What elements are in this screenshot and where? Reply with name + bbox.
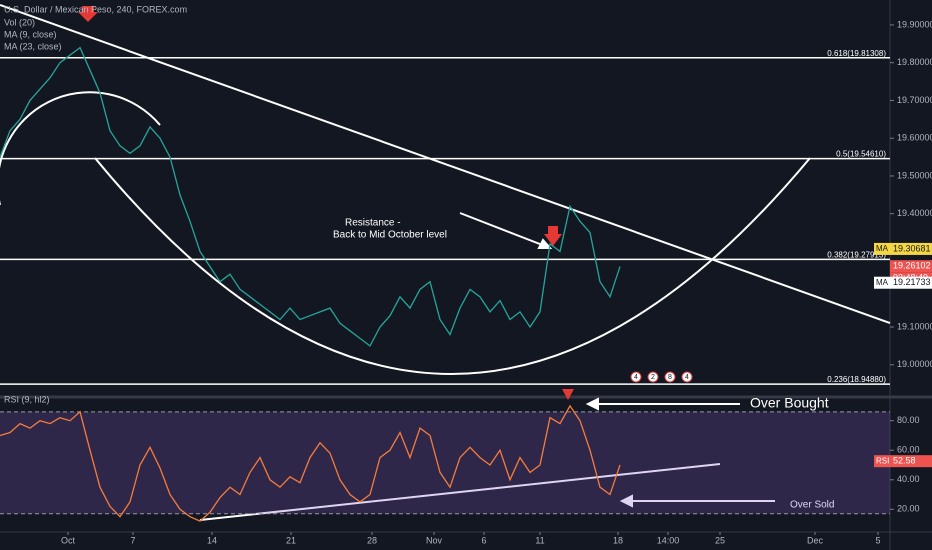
y-tick-label: 19.10000	[897, 321, 932, 331]
y-tick-label: 20.00	[897, 504, 920, 514]
x-tick-label: Nov	[426, 535, 443, 545]
y-tick-label: 19.80000	[897, 57, 932, 67]
tag-prefix-box	[874, 276, 890, 289]
tag-prefix: MA	[876, 244, 889, 253]
y-tick-label: 19.00000	[897, 359, 932, 369]
rsi-band	[0, 411, 890, 514]
x-tick-label: 28	[367, 535, 377, 545]
price-tag	[890, 276, 932, 289]
price-tag-label: 52.58	[893, 456, 916, 466]
annotation: Over Sold	[790, 500, 834, 511]
indicator: MA (23, close)	[4, 41, 62, 51]
price-line	[0, 404, 621, 522]
fib-label: 0.618(19.81308)	[827, 49, 886, 58]
trend-line	[199, 463, 721, 521]
x-tick-label: 14	[207, 535, 217, 545]
fib-label: 0.236(18.94880)	[827, 375, 886, 384]
y-tick-label: 19.90000	[897, 19, 932, 29]
tag-prefix: RSI	[876, 456, 889, 465]
event-label: 4	[685, 374, 689, 381]
x-tick-label: Oct	[61, 535, 76, 545]
price-line	[0, 46, 621, 347]
event-label: 8	[668, 374, 672, 381]
arc	[94, 157, 811, 375]
y-tick-label: 19.40000	[897, 208, 932, 218]
x-tick-label: 18	[613, 535, 623, 545]
price-tag-label: 19.21733	[893, 277, 931, 287]
x-tick-label: 6	[481, 535, 486, 545]
x-tick-label: 14:00	[657, 535, 680, 545]
y-tick-label: 40.00	[897, 474, 920, 484]
x-tick-label: 21	[286, 535, 296, 545]
x-tick-label: Dec	[807, 535, 824, 545]
x-tick-label: 5	[875, 535, 880, 545]
event-icon	[681, 371, 693, 383]
fib-label: 0.5(19.54610)	[836, 150, 886, 159]
price-tag	[890, 260, 932, 273]
arrows	[459, 212, 775, 508]
signal-markers	[78, 6, 574, 400]
y-tick-label: 19.50000	[897, 170, 932, 180]
event-icon	[664, 371, 676, 383]
price-tag-label: 19.26102	[893, 261, 931, 271]
annotation: Over Bought	[750, 395, 829, 411]
event-icon	[630, 371, 642, 383]
arc	[0, 91, 161, 205]
annotation: Resistance -	[345, 218, 401, 229]
tag-prefix-box	[874, 455, 890, 468]
event-label: 4	[634, 374, 638, 381]
y-tick-label: 80.00	[897, 415, 920, 425]
indicator: Vol (20)	[4, 17, 35, 27]
price-tag	[890, 455, 932, 468]
annotation: Back to Mid October level	[333, 230, 447, 241]
event-icon	[647, 371, 659, 383]
price-tag	[890, 242, 932, 255]
y-tick-label: 19.70000	[897, 95, 932, 105]
price-tag-label: 19.30681	[893, 243, 931, 253]
tag-prefix: MA	[876, 278, 889, 287]
indicator: RSI (9, hl2)	[4, 394, 50, 404]
tag-prefix-box	[874, 242, 890, 255]
header-title: U.S. Dollar / Mexican Peso, 240, FOREX.c…	[4, 4, 187, 14]
x-tick-label: 7	[130, 535, 135, 545]
y-tick-label: 60.00	[897, 445, 920, 455]
fib-label: 0.382(19.27913)	[827, 250, 886, 259]
event-label: 2	[651, 374, 655, 381]
indicator: MA (9, close)	[4, 29, 57, 39]
y-tick-label: 19.60000	[897, 133, 932, 143]
x-tick-label: 25	[715, 535, 725, 545]
x-tick-label: 11	[535, 535, 544, 545]
